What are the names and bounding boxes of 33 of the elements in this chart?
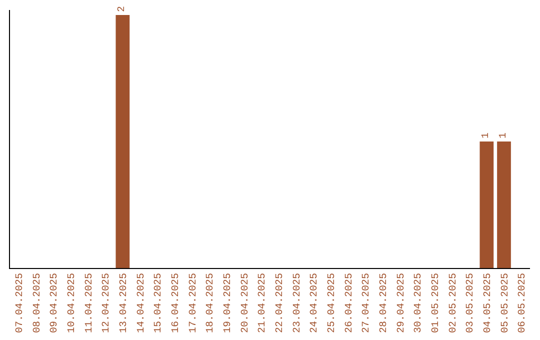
x-tick-label: 29.04.2025 [396, 273, 408, 334]
x-tick-label: 03.05.2025 [466, 273, 477, 334]
x-tick-label: 18.04.2025 [206, 273, 217, 334]
x-tick-label: 10.04.2025 [66, 273, 78, 334]
x-tick-label: 11.04.2025 [84, 273, 96, 334]
data-label: 1 [498, 132, 510, 139]
x-tick-label: 16.04.2025 [170, 273, 182, 334]
x-tick-label: 27.04.2025 [362, 273, 373, 334]
data-label: 1 [481, 132, 492, 139]
x-tick-label: 17.04.2025 [188, 273, 200, 334]
x-tick-label: 19.04.2025 [222, 273, 234, 334]
x-tick-label: 01.05.2025 [430, 273, 442, 334]
x-tick-label: 04.05.2025 [482, 273, 494, 334]
x-tick-label: 14.04.2025 [136, 273, 148, 334]
x-tick-label: 24.04.2025 [310, 273, 321, 334]
x-tick-label: 30.04.2025 [414, 273, 425, 334]
x-tick-label: 15.04.2025 [154, 273, 165, 334]
x-tick-label: 26.04.2025 [344, 273, 356, 334]
x-tick-label: 12.04.2025 [102, 273, 113, 334]
x-tick-label: 05.05.2025 [500, 273, 512, 334]
x-tick-label: 22.04.2025 [274, 273, 286, 334]
data-label: 2 [117, 6, 128, 12]
x-tick-label: 20.04.2025 [240, 273, 252, 334]
x-tick-label: 09.04.2025 [50, 273, 61, 334]
x-tick-label: 25.04.2025 [326, 273, 338, 334]
x-tick-label: 07.04.2025 [14, 273, 26, 334]
x-tick-label: 13.04.2025 [118, 273, 130, 334]
x-tick-label: 02.05.2025 [448, 273, 460, 334]
x-tick-label: 21.04.2025 [258, 273, 269, 334]
x-tick-label: 28.04.2025 [378, 273, 390, 334]
x-tick-label: 08.04.2025 [32, 273, 44, 334]
x-tick-label: 23.04.2025 [292, 273, 304, 334]
x-tick-label: 06.05.2025 [518, 273, 529, 334]
